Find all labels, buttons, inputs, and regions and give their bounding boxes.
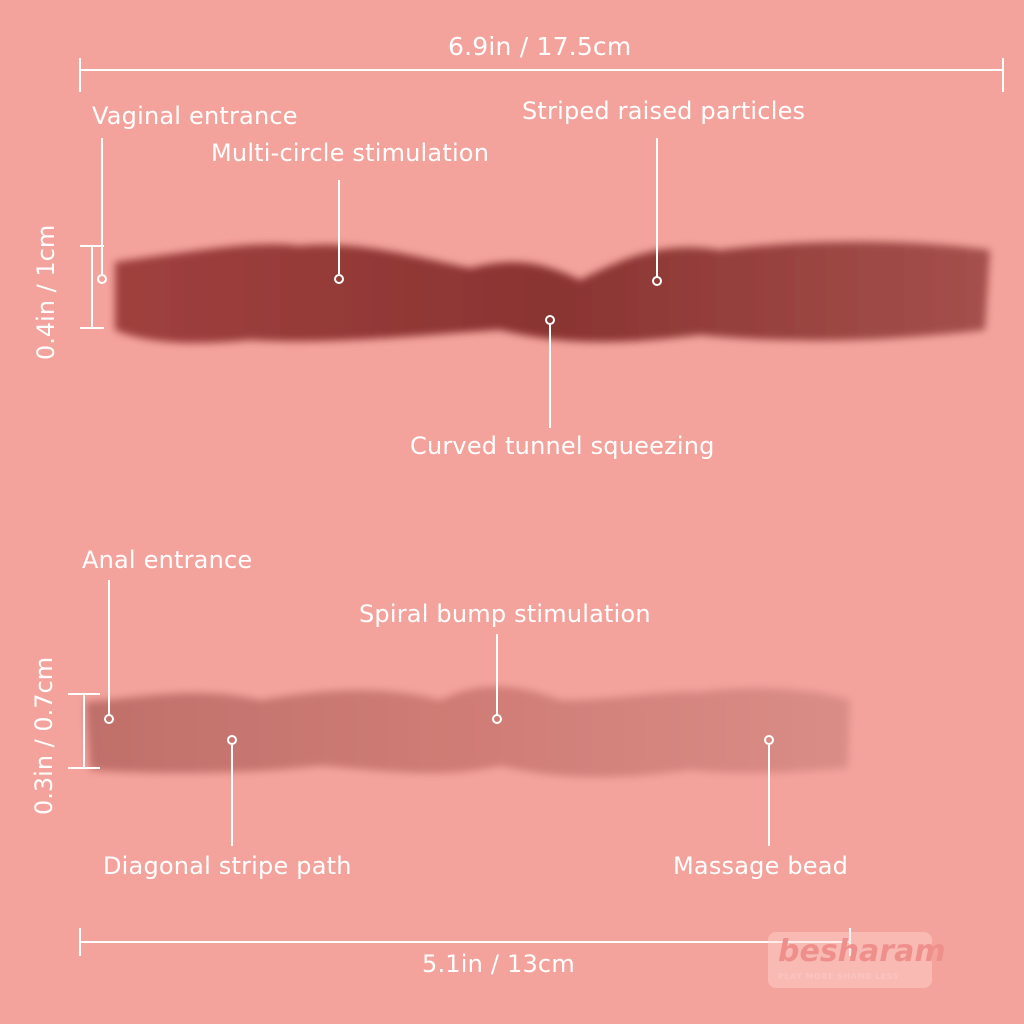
callout-spiral-bump: Spiral bump stimulation: [359, 600, 651, 628]
callout-diagonal-stripe: Diagonal stripe path: [103, 852, 352, 880]
besharam-logo: besharam PLAY MORE SHAME LESS: [768, 932, 946, 988]
top-diameter-label: 0.4in / 1cm: [32, 224, 60, 360]
vaginal-tunnel: [115, 241, 990, 343]
anal-tunnel: [85, 686, 850, 778]
top-length-label: 6.9in / 17.5cm: [448, 32, 632, 61]
callout-curved-tunnel: Curved tunnel squeezing: [410, 432, 715, 460]
logo-tagline: PLAY MORE SHAME LESS: [778, 972, 899, 981]
bottom-length-label: 5.1in / 13cm: [422, 950, 575, 978]
callout-vaginal-entrance: Vaginal entrance: [92, 102, 298, 130]
bottom-diameter-label: 0.3in / 0.7cm: [30, 656, 58, 815]
callout-anal-entrance: Anal entrance: [82, 546, 253, 574]
callout-multi-circle: Multi-circle stimulation: [211, 139, 490, 167]
callout-striped-particles: Striped raised particles: [522, 97, 806, 125]
callout-massage-bead: Massage bead: [673, 852, 849, 880]
logo-wordmark: besharam: [778, 934, 946, 969]
